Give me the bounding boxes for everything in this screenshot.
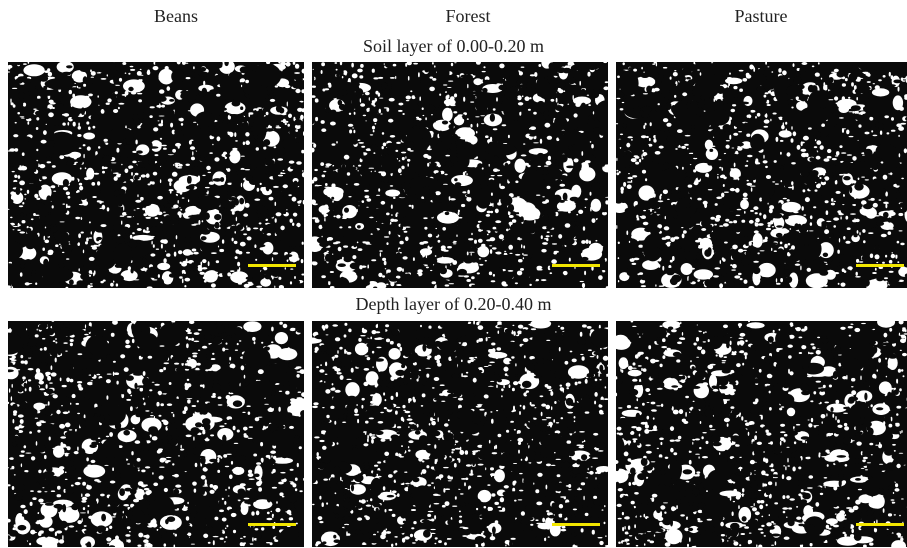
column-header-forest: Forest (445, 6, 491, 26)
row-header-bottom-layer: Depth layer of 0.20-0.40 m (355, 294, 552, 314)
micrograph-image (616, 321, 907, 547)
column-header-beans: Beans (154, 6, 198, 26)
row-header-top-layer: Soil layer of 0.00-0.20 m (363, 36, 544, 56)
micrograph-forest-top (312, 62, 608, 288)
scale-bar-icon (856, 264, 904, 267)
micrograph-image (312, 62, 608, 288)
micrograph-pasture-bottom (616, 321, 907, 547)
micrograph-beans-top (8, 62, 304, 288)
micrograph-beans-bottom (8, 321, 304, 547)
micrograph-image (312, 321, 608, 547)
micrograph-image (616, 62, 907, 288)
micrograph-image (8, 321, 304, 547)
scale-bar-icon (248, 264, 296, 267)
scale-bar-icon (552, 264, 600, 267)
micrograph-forest-bottom (312, 321, 608, 547)
scale-bar-icon (552, 523, 600, 526)
scale-bar-icon (248, 523, 296, 526)
micrograph-pasture-top (616, 62, 907, 288)
scale-bar-icon (856, 523, 904, 526)
micrograph-image (8, 62, 304, 288)
column-header-pasture: Pasture (734, 6, 788, 26)
